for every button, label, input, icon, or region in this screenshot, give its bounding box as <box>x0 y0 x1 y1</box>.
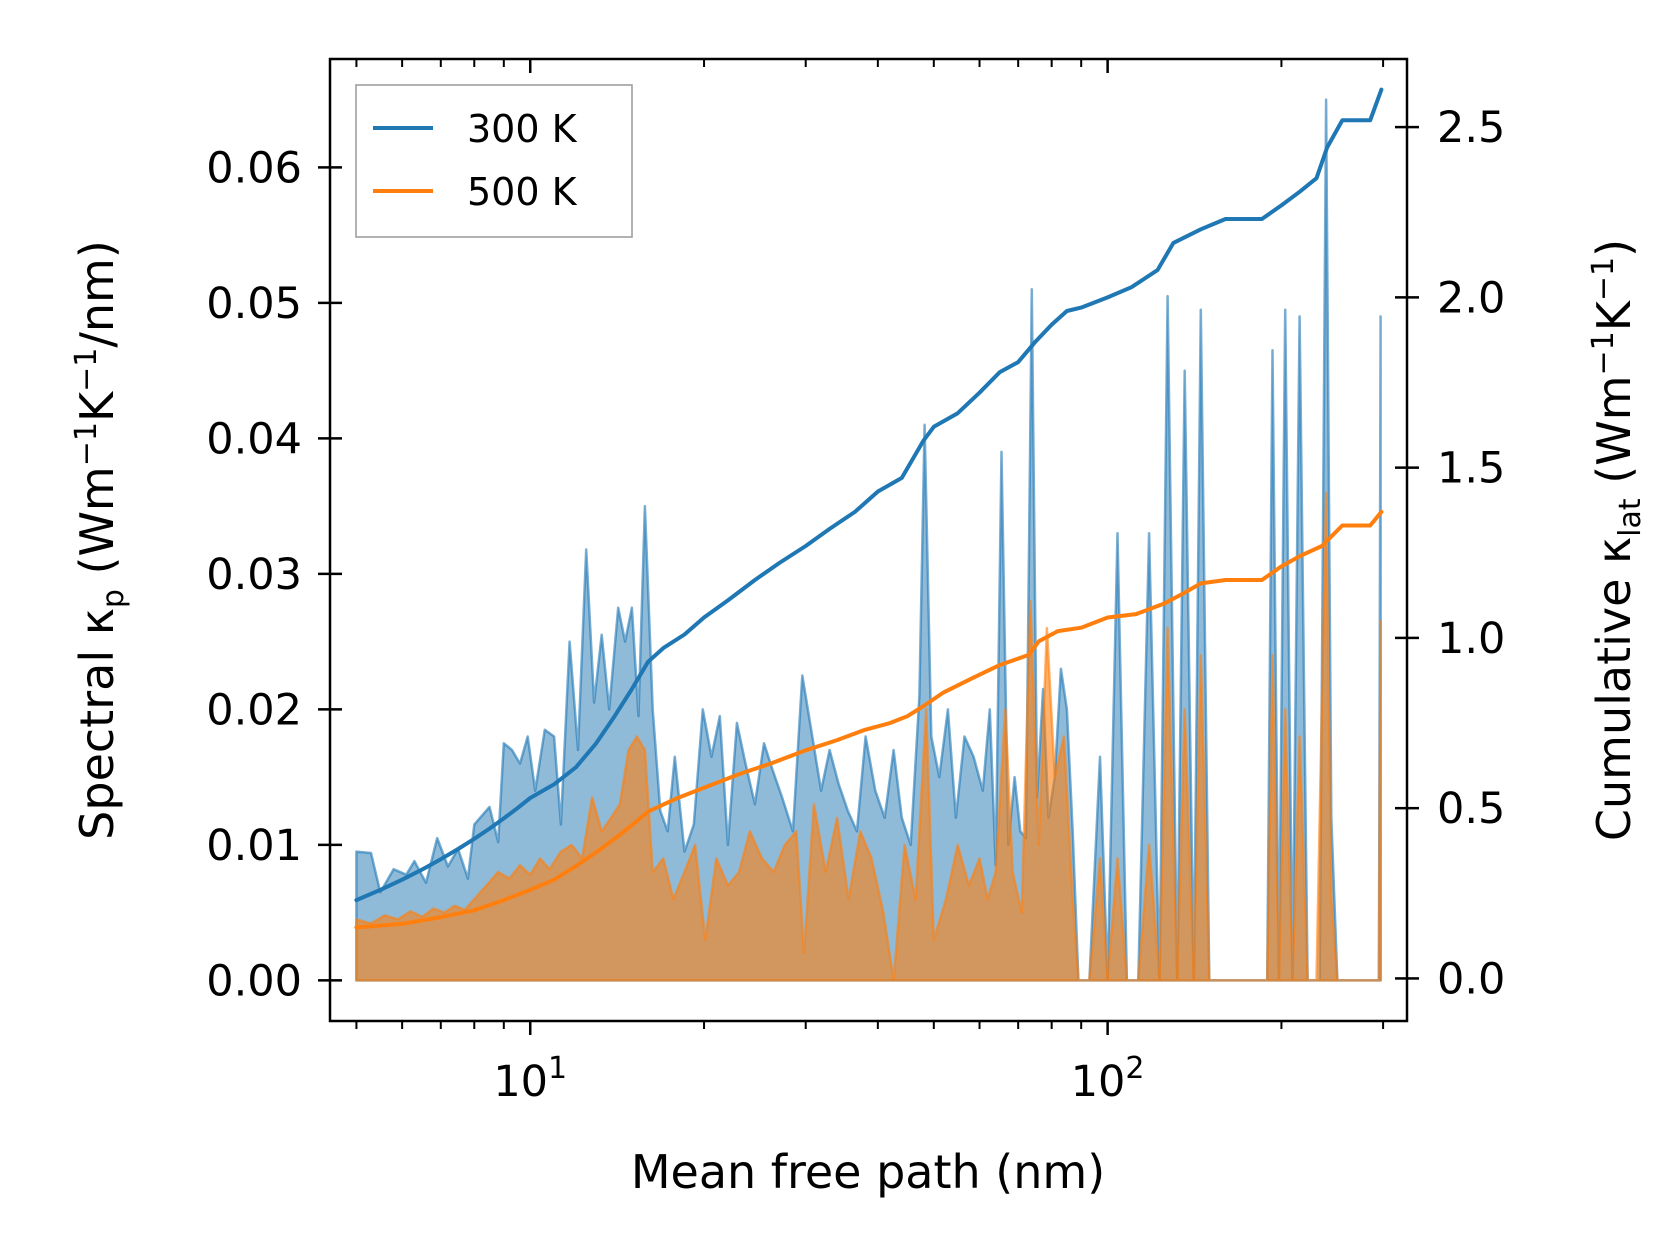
y-tick-label-left: 0.02 <box>206 685 302 735</box>
y-tick-label-left: 0.06 <box>206 143 302 193</box>
y-tick-label-right: 1.0 <box>1437 614 1505 664</box>
legend: 300 K 500 K <box>355 84 633 238</box>
y-tick-label-left: 0.04 <box>206 414 302 464</box>
y-tick-label-right: 0.0 <box>1437 954 1505 1004</box>
y-axis-label-right: Cumulative κlat (Wm−1K−1) <box>1586 239 1648 841</box>
legend-box <box>355 84 633 238</box>
x-tick-label: 102 <box>1071 1051 1145 1107</box>
spectral-fill-layer <box>355 98 1382 982</box>
tick-layer: 0.00 0.01 0.02 0.03 0.04 0.05 0.06 0.0 0.5 1.0 1.5… <box>206 59 1505 1107</box>
y-label-left-sub: p <box>96 589 131 608</box>
y-tick-label-right: 1.5 <box>1437 444 1505 494</box>
y-label-right-sup2: −1 <box>1586 257 1621 301</box>
line-layer <box>354 87 1384 930</box>
y-tick-label-right: 2.0 <box>1437 273 1505 323</box>
y-label-left-sup1: −1 <box>69 422 104 466</box>
y-label-right-sub: lat <box>1613 498 1648 537</box>
y-axis-label-left: Spectral κp (Wm−1K−1/nm) <box>69 240 131 840</box>
y-tick-label-right: 0.5 <box>1437 784 1505 834</box>
legend-label-500k: 500 K <box>467 170 578 214</box>
cumulative-line-300k <box>354 87 1384 903</box>
spectral-area-500k <box>355 491 1382 982</box>
legend-label-300k: 300 K <box>467 107 578 151</box>
y-label-left-sup2: −1 <box>69 348 104 392</box>
y-tick-label-right: 2.5 <box>1437 103 1505 153</box>
y-tick-label-left: 0.05 <box>206 279 302 329</box>
plot-frame <box>328 57 1409 1023</box>
x-tick-label: 101 <box>493 1051 567 1107</box>
cumulative-line-500k <box>354 509 1384 930</box>
y-tick-label-left: 0.01 <box>206 821 302 871</box>
x-axis-label: Mean free path (nm) <box>631 1145 1105 1199</box>
y-label-right-sup1: −1 <box>1586 331 1621 375</box>
y-tick-label-left: 0.00 <box>206 956 302 1006</box>
y-tick-label-left: 0.03 <box>206 550 302 600</box>
